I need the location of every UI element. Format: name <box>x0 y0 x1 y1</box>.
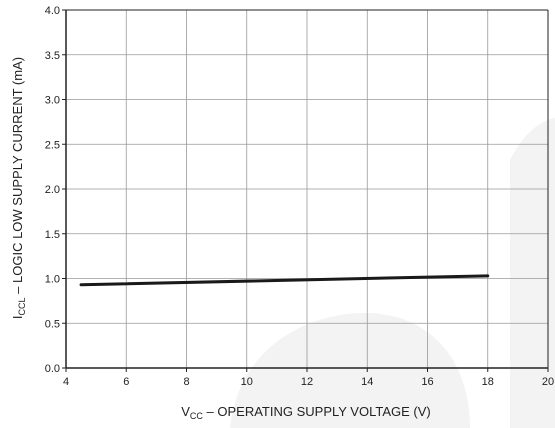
plot-frame <box>62 9 549 372</box>
y-tick-label: 3.0 <box>45 95 60 107</box>
x-tick-label: 16 <box>421 376 433 388</box>
x-axis-title: VCC – OPERATING SUPPLY VOLTAGE (V) <box>181 404 430 421</box>
x-tick-label: 6 <box>123 376 129 388</box>
y-tick-label: 2.0 <box>45 184 60 196</box>
x-tick-label: 12 <box>301 376 313 388</box>
series-line <box>79 274 490 287</box>
y-tick-label: 1.0 <box>45 274 60 286</box>
y-tick-label: 2.5 <box>45 139 60 151</box>
series-group <box>79 274 490 287</box>
x-tick-label: 20 <box>542 376 554 388</box>
y-tick-label: 0.0 <box>45 363 60 375</box>
y-axis-title: ICCL – LOGIC LOW SUPPLY CURRENT (mA) <box>10 57 27 319</box>
y-tick-label: 3.5 <box>45 50 60 62</box>
watermark-right-shape <box>510 118 555 428</box>
grid-lines <box>65 9 549 369</box>
x-tick-label: 10 <box>241 376 253 388</box>
y-tick-labels: 0.0 0.5 1.0 1.5 2.0 2.5 3.0 3.5 4.0 <box>45 5 60 375</box>
x-tick-labels: 4 6 8 10 12 14 16 18 20 <box>63 376 554 388</box>
watermark-arc-shape <box>230 313 470 428</box>
y-tick-label: 4.0 <box>45 5 60 17</box>
x-tick-label: 14 <box>361 376 373 388</box>
y-tick-label: 0.5 <box>45 318 60 330</box>
x-tick-label: 18 <box>482 376 494 388</box>
y-tick-label: 1.5 <box>45 229 60 241</box>
x-tick-label: 8 <box>183 376 189 388</box>
x-tick-label: 4 <box>63 376 69 388</box>
